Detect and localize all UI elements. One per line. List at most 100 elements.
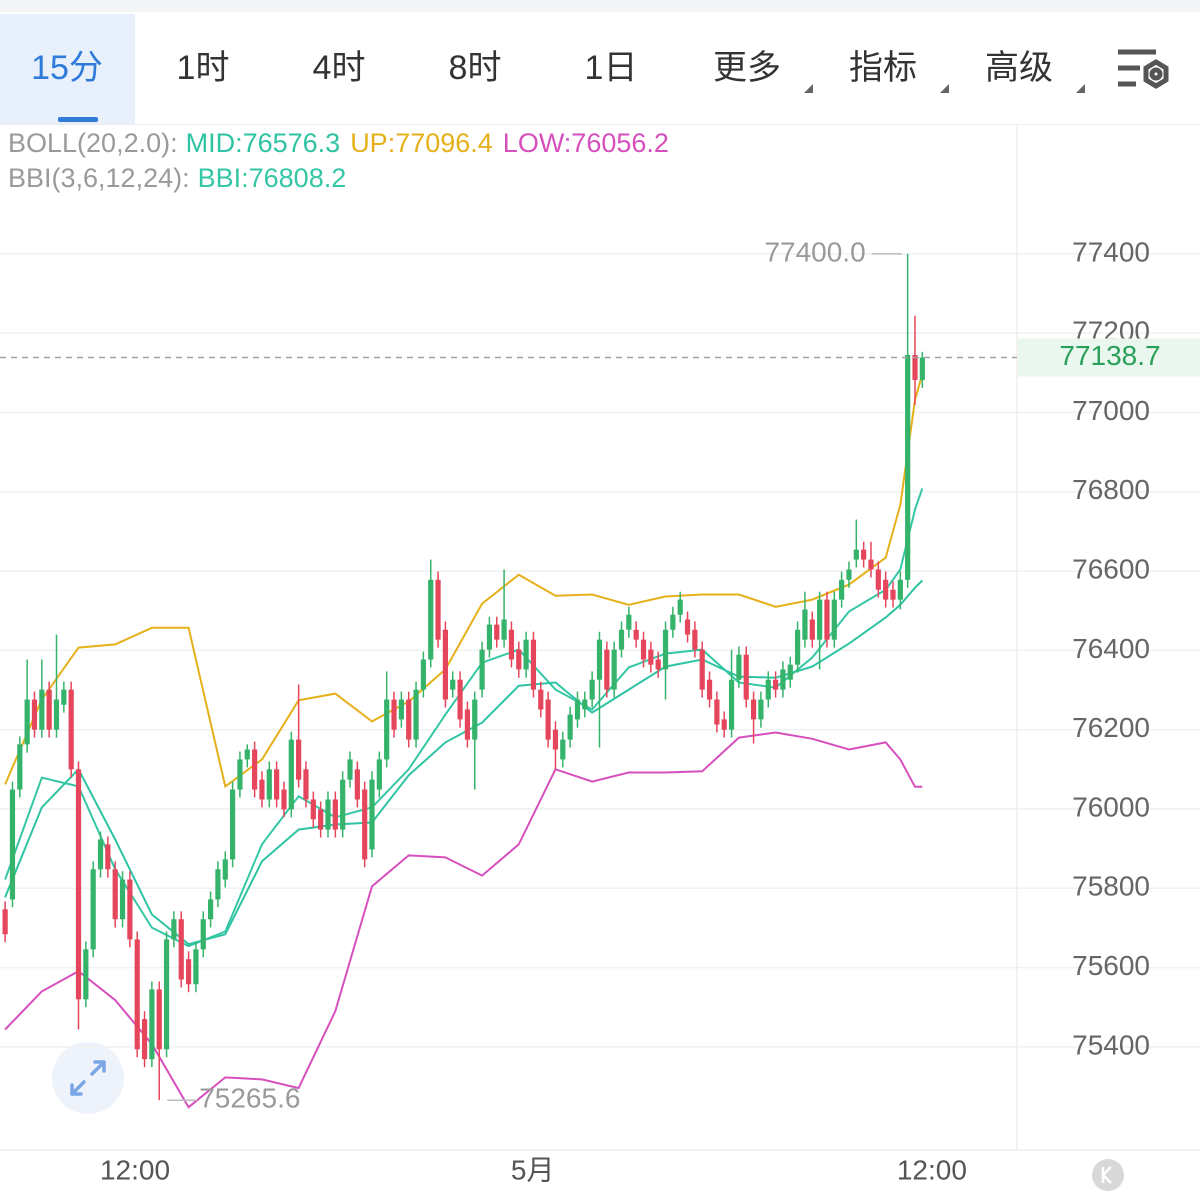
candle-body <box>207 899 214 920</box>
candle-body <box>655 659 661 670</box>
y-tick-label: 76000 <box>1072 791 1150 822</box>
candle-body <box>692 629 698 650</box>
x-tick-label: 12:00 <box>897 1154 967 1185</box>
indicator-line <box>4 488 924 948</box>
candle-body <box>406 699 412 740</box>
candle-body <box>68 689 74 770</box>
candle-body <box>604 649 610 690</box>
settings-icon[interactable] <box>1118 49 1169 89</box>
candle-body <box>494 624 500 640</box>
candle-body <box>905 354 911 580</box>
candle-body <box>340 779 346 830</box>
tab[interactable]: 更多 <box>713 49 781 87</box>
dropdown-caret <box>1076 84 1085 93</box>
tab[interactable]: 8时 <box>449 49 502 87</box>
candle-body <box>897 579 903 600</box>
candle-body <box>398 699 404 720</box>
candle-body <box>633 629 639 640</box>
dropdown-caret <box>804 84 813 93</box>
candle-body <box>824 599 830 640</box>
candle-body <box>376 759 382 790</box>
candle-body <box>883 579 889 600</box>
candle-body <box>266 769 272 800</box>
expand-button[interactable] <box>52 1042 124 1114</box>
tab-bar: 15分 1时 4时 8时 1日 更多 指标 高级 <box>0 14 1085 124</box>
candle-body <box>193 949 199 985</box>
candle-body <box>640 639 647 660</box>
candle-body <box>919 357 925 380</box>
tab[interactable]: 指标 <box>849 49 917 87</box>
candle-body <box>677 599 683 615</box>
candle-body <box>589 679 595 700</box>
candle-body <box>670 614 676 630</box>
indicator-line <box>4 731 923 1109</box>
candle-body <box>310 799 316 820</box>
indicator-name: BBI(3,6,12,24): <box>8 163 190 193</box>
indicator-name: BOLL(20,2.0): <box>8 128 178 158</box>
candle-body <box>17 744 23 790</box>
candle-body <box>809 619 815 640</box>
candle-body <box>706 679 713 700</box>
candle-body <box>303 769 309 800</box>
indicator-line <box>4 579 924 946</box>
candle-body <box>560 739 566 760</box>
candle-body <box>222 859 228 880</box>
candle-body <box>772 679 779 690</box>
candle-body <box>508 629 515 660</box>
candle-body <box>369 779 375 850</box>
indicator-value: UP:77096.4 <box>350 128 493 158</box>
tab[interactable]: 1时 <box>177 49 230 87</box>
candle-body <box>574 699 581 720</box>
candle-body <box>354 769 360 800</box>
indicator-value: MID:76576.3 <box>186 128 341 158</box>
candle-body <box>728 679 735 730</box>
candle-body <box>200 919 206 950</box>
candle-body <box>648 649 654 665</box>
candle-body <box>758 699 764 720</box>
tab[interactable]: 4时 <box>313 49 366 87</box>
candle-body <box>618 629 625 650</box>
y-tick-label: 76400 <box>1072 633 1150 664</box>
candle-body <box>347 759 353 780</box>
candle-body <box>428 579 434 660</box>
candle-body <box>802 609 808 640</box>
k-button[interactable] <box>1092 1159 1124 1191</box>
indicator-value: LOW:76056.2 <box>503 128 669 158</box>
candle-body <box>662 629 669 670</box>
candle-body <box>442 629 448 700</box>
candle-body <box>501 619 507 640</box>
candle-body <box>112 869 118 920</box>
y-tick-label: 75600 <box>1072 950 1150 981</box>
candle-body <box>384 699 390 760</box>
candle-body <box>90 869 96 950</box>
candle-body <box>281 789 287 810</box>
candle-body <box>861 549 867 560</box>
candle-body <box>626 614 632 630</box>
tab[interactable]: 1日 <box>585 49 638 87</box>
candle-body <box>134 939 140 1050</box>
y-tick-label: 77000 <box>1072 395 1150 426</box>
candle-body <box>119 879 126 920</box>
y-tick-label: 75800 <box>1072 871 1150 902</box>
candle-body <box>486 624 493 650</box>
candle-body <box>259 779 265 800</box>
candle-body <box>215 869 221 900</box>
candle-body <box>325 799 331 830</box>
candle-body <box>9 789 16 900</box>
active-tab-bg <box>0 14 135 124</box>
candle-body <box>61 689 67 705</box>
candle-body <box>127 879 133 940</box>
tab[interactable]: 15分 <box>31 49 103 87</box>
last-price-box <box>1018 338 1200 377</box>
status-strip <box>0 0 1200 12</box>
candle-body <box>875 569 881 590</box>
candle-body <box>736 654 742 680</box>
toolbar-border <box>0 124 1200 125</box>
tab[interactable]: 高级 <box>985 49 1053 87</box>
y-tick-label: 75400 <box>1072 1029 1150 1060</box>
candle-body <box>288 739 294 810</box>
candle-body <box>171 919 177 940</box>
candle-body <box>457 679 463 720</box>
candle-body <box>523 639 529 670</box>
